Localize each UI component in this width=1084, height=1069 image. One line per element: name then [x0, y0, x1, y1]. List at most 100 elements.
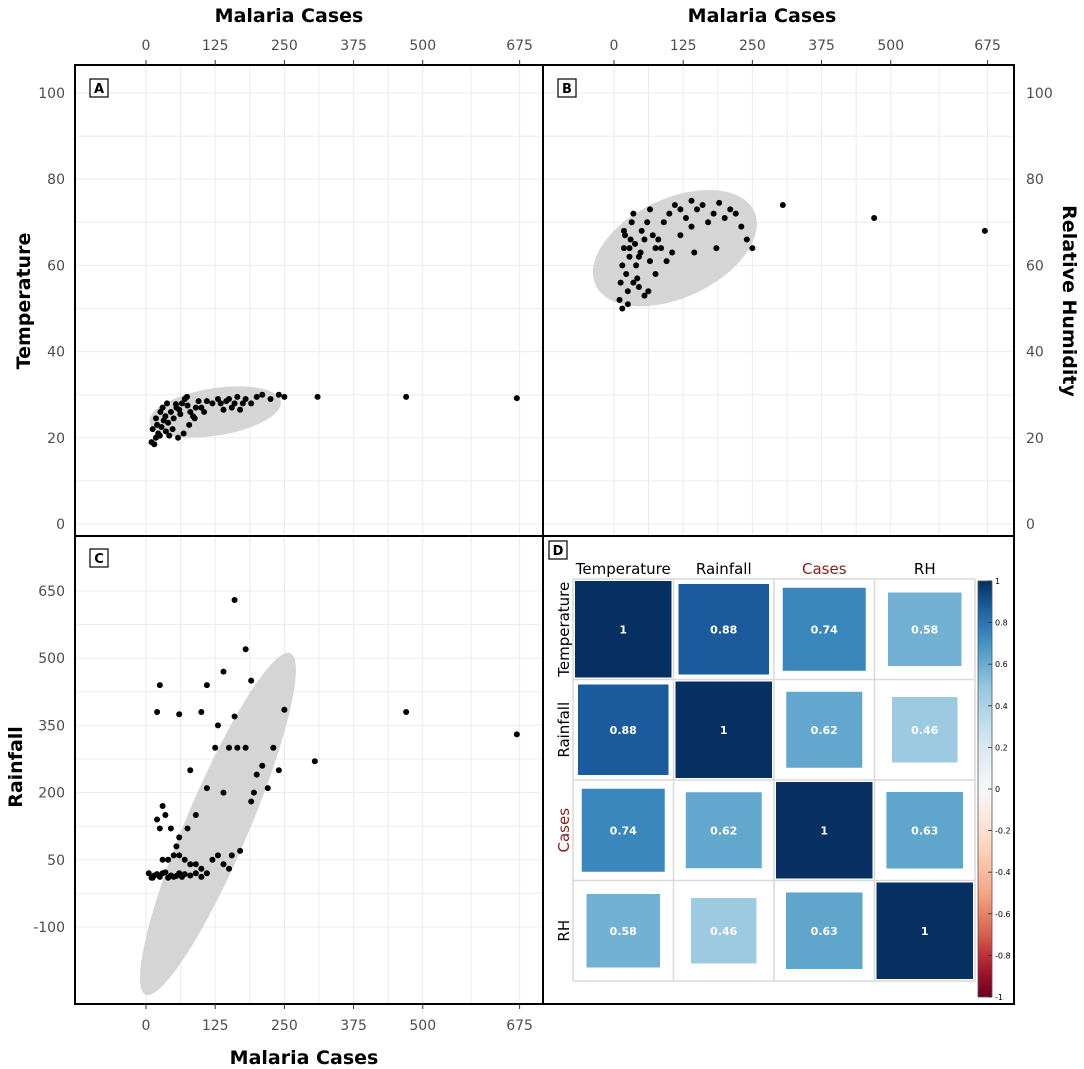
panel-c-data-point — [242, 744, 249, 751]
panel-b-data-point — [721, 214, 728, 221]
panel-b-x-tick-label: 125 — [670, 38, 697, 54]
panel-b-data-point — [652, 271, 659, 278]
panel-c-data-point — [513, 731, 520, 738]
panel-b-data-point — [666, 210, 673, 217]
panel-b-confidence-ellipse — [592, 189, 757, 307]
panel-c-data-point — [226, 865, 233, 872]
panel-c-data-point — [231, 713, 238, 720]
panel-b-data-point — [623, 271, 630, 278]
panel-a-data-point — [214, 396, 221, 403]
panel-b-data-point — [663, 258, 670, 265]
panel-a-y-tick-label: 20 — [47, 431, 65, 447]
heatmap-cell — [786, 691, 863, 768]
panel-a-data-point — [178, 400, 185, 407]
panel-c-data-point — [176, 711, 183, 718]
panel-b-data-point — [630, 279, 637, 286]
panel-b-data-point — [652, 245, 659, 252]
panel-b-data-point — [641, 292, 648, 299]
panel-c-data-point — [145, 870, 152, 877]
panel-c-y-tick-label: 200 — [38, 786, 65, 802]
heatmap-cell-value: 0.58 — [610, 925, 637, 938]
panel-a-data-point — [237, 406, 244, 413]
panel-c-data-point — [203, 785, 210, 792]
panel-b-data-point — [716, 199, 723, 206]
panel-c-data-point — [162, 869, 169, 876]
panel-a-data-point — [167, 408, 174, 415]
panel-a-data-point — [201, 408, 208, 415]
panel-b-data-point — [688, 197, 695, 204]
panel-c-data-point — [212, 744, 219, 751]
panel-c-data-point — [203, 682, 210, 689]
panel-a-data-point — [234, 393, 241, 400]
panel-c-data-point — [220, 861, 227, 868]
panel-b-data-point — [658, 245, 665, 252]
panel-a-data-point — [226, 396, 233, 403]
heatmap-cell-value: 1 — [921, 925, 929, 938]
panel-c-data-point — [156, 825, 163, 832]
colorbar-tick-label: 1 — [995, 577, 1000, 586]
panel-b-data-point — [779, 202, 786, 209]
panel-a-data-point — [154, 421, 161, 428]
svg-text:A: A — [94, 82, 104, 97]
panel-a-data-point — [183, 393, 190, 400]
panel-c-data-point — [253, 771, 260, 778]
panel-b-data-point — [633, 262, 640, 269]
panel-c-y-tick-label: 50 — [47, 853, 65, 869]
svg-text:B: B — [562, 82, 572, 97]
panel-c-data-point — [220, 668, 227, 675]
panel-b-data-point — [632, 240, 639, 247]
panel-b-x-tick-label: 500 — [877, 38, 904, 54]
panel-c-data-point — [198, 865, 205, 872]
panel-a-x-axis-title: Malaria Cases — [215, 5, 364, 27]
panel-a-data-point — [253, 393, 260, 400]
panel-c-data-point — [159, 856, 166, 863]
panel-c-data-point — [192, 812, 199, 818]
heatmap-row-label: Temperature — [555, 582, 573, 678]
heatmap-cell-value: 1 — [720, 724, 728, 737]
colorbar-tick-label: 0.2 — [995, 743, 1008, 752]
heatmap-cell — [581, 788, 665, 872]
panel-c-data-point — [231, 596, 238, 603]
panel-c-x-tick-label: 250 — [271, 1018, 298, 1034]
panel-c-data-point — [237, 847, 244, 854]
panel-b-data-point — [688, 223, 695, 230]
panel-c-data-point — [198, 708, 205, 715]
panel-a-data-point — [162, 428, 169, 435]
heatmap-cell — [785, 892, 863, 970]
svg-text:D: D — [553, 544, 564, 559]
panel-a-data-point — [149, 426, 156, 433]
panel-c-data-point — [192, 861, 199, 868]
heatmap-cell — [892, 697, 958, 763]
panel-b-data-point — [691, 249, 698, 256]
heatmap-cell-value: 0.46 — [911, 724, 938, 737]
panel-b-data-point — [677, 232, 684, 239]
panel-c-data-point — [187, 767, 194, 774]
panel-b-data-point — [616, 296, 623, 303]
panel-b-data-point — [646, 258, 653, 265]
panel-c-data-point — [162, 812, 169, 818]
panel-d-tag: D — [548, 540, 568, 560]
heatmap-cell — [586, 894, 660, 968]
panel-a-data-point — [242, 396, 249, 403]
panel-a-data-point — [239, 400, 246, 407]
panel-b-y-axis-title: Relative Humidity — [1058, 205, 1080, 397]
panel-c-data-point — [220, 789, 227, 796]
panel-b-data-point — [630, 210, 637, 217]
panel-c-y-tick-label: 650 — [38, 584, 65, 600]
panel-b-data-point — [981, 227, 988, 234]
heatmap-row-label: Cases — [555, 808, 573, 853]
heatmap-column-label: RH — [914, 560, 936, 578]
panel-b-data-point — [743, 236, 750, 243]
heatmap-cell-value: 0.74 — [610, 824, 637, 837]
panel-b-x-tick-label: 0 — [610, 38, 619, 54]
heatmap-column-label: Temperature — [575, 560, 671, 578]
panel-a-data-point — [177, 411, 184, 418]
panel-c-data-point — [242, 646, 249, 653]
panel-c-data-point — [259, 762, 266, 769]
panel-c-data-point — [403, 708, 410, 715]
panel-c-frame — [74, 535, 544, 1005]
heatmap-cell-value: 0.63 — [811, 925, 838, 938]
panel-c-x-tick-label: 500 — [409, 1018, 436, 1034]
